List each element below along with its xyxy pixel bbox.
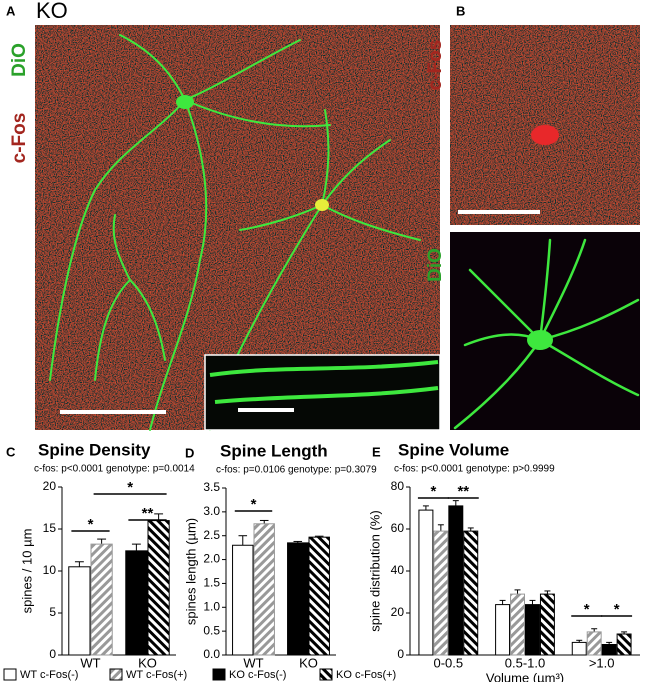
y-tick-label: 2.5	[203, 528, 220, 542]
stain-label: c-Fos	[425, 40, 446, 91]
bar	[147, 520, 170, 656]
chart-subtitle: c-fos: p=0.0106 genotype: p=0.3079	[216, 465, 377, 476]
x-tick-label: 0-0.5	[434, 655, 464, 670]
bar	[495, 604, 511, 656]
x-tick-label: KO	[299, 655, 318, 670]
y-tick-label: 0	[49, 647, 56, 661]
y-tick-label: 5	[49, 605, 56, 619]
y-axis-label: spines length (µm)	[183, 518, 198, 625]
bar	[68, 566, 91, 656]
y-axis-label: spine distribution (%)	[367, 510, 382, 631]
panel-label: D	[185, 445, 194, 460]
y-tick-label: 0	[397, 647, 404, 661]
legend-label: WT c-Fos(-)	[20, 669, 78, 681]
x-tick-label: >1.0	[589, 655, 615, 670]
y-tick-label: 2.0	[203, 552, 220, 566]
y-tick-label: 1.5	[203, 576, 220, 590]
legend-label: WT c-Fos(+)	[126, 669, 187, 681]
bar	[418, 509, 434, 656]
legend-swatch	[319, 668, 333, 681]
bar	[253, 523, 275, 656]
y-tick-label: 20	[43, 479, 57, 493]
bar	[601, 644, 617, 656]
significance-label: *	[430, 483, 436, 500]
x-axis-label: Volume (µm³)	[486, 670, 564, 682]
significance-label: *	[251, 496, 257, 513]
significance-label: *	[88, 516, 94, 533]
bar	[287, 542, 309, 656]
bar	[90, 543, 113, 656]
bar	[539, 593, 555, 656]
significance-label: **	[457, 483, 469, 500]
stain-label: DiO	[425, 248, 446, 282]
x-tick-label: KO	[138, 655, 157, 670]
y-axis-label: spines / 10 µm	[19, 529, 34, 614]
legend-swatch	[212, 668, 226, 681]
x-tick-label: WT	[243, 655, 263, 670]
y-tick-label: 10	[43, 563, 57, 577]
stain-label: c-Fos	[9, 113, 30, 164]
legend-swatch	[3, 668, 17, 681]
y-tick-label: 80	[391, 479, 405, 493]
bar	[586, 631, 602, 656]
bar	[510, 593, 525, 656]
x-tick-label: 0.5-1.0	[505, 655, 545, 670]
bar	[448, 505, 464, 656]
significance-label: *	[584, 601, 590, 618]
bar	[308, 536, 330, 656]
significance-label: *	[614, 601, 620, 618]
panel-label: A	[6, 3, 16, 18]
image-a	[35, 25, 441, 431]
legend-label: KO c-Fos(-)	[229, 669, 286, 681]
y-tick-label: 0.5	[203, 623, 220, 637]
y-tick-label: 3.5	[203, 480, 220, 494]
bar	[525, 604, 540, 656]
image-title: KO	[36, 0, 68, 23]
stain-label: DiO	[9, 43, 30, 77]
legend-swatch	[109, 668, 123, 681]
y-tick-label: 40	[391, 563, 405, 577]
image-b	[450, 25, 640, 430]
y-tick-label: 60	[391, 521, 405, 535]
panel-label: B	[456, 3, 465, 18]
y-tick-label: 15	[43, 521, 57, 535]
y-tick-label: 20	[391, 605, 405, 619]
panel-label: C	[6, 444, 16, 459]
bar	[125, 550, 148, 656]
chart-subtitle: c-fos: p<0.0001 genotype: p=0.0014	[34, 464, 195, 475]
significance-label: *	[127, 479, 133, 496]
significance-label: **	[142, 505, 154, 522]
chart-title: Spine Density	[38, 440, 151, 459]
bar	[463, 530, 479, 656]
y-tick-label: 3.0	[203, 504, 220, 518]
legend-label: KO c-Fos(+)	[336, 669, 396, 681]
bar	[232, 544, 254, 656]
bar	[616, 633, 632, 656]
y-tick-label: 1.0	[203, 599, 220, 613]
chart-subtitle: c-fos: p<0.0001 genotype: p>0.9999	[394, 464, 555, 475]
bar	[571, 641, 587, 656]
x-tick-label: WT	[80, 655, 100, 670]
panel-label: E	[372, 444, 381, 459]
chart-title: Spine Length	[220, 441, 328, 460]
chart-title: Spine Volume	[398, 440, 509, 459]
bar	[433, 530, 449, 656]
y-tick-label: 0.0	[203, 647, 220, 661]
